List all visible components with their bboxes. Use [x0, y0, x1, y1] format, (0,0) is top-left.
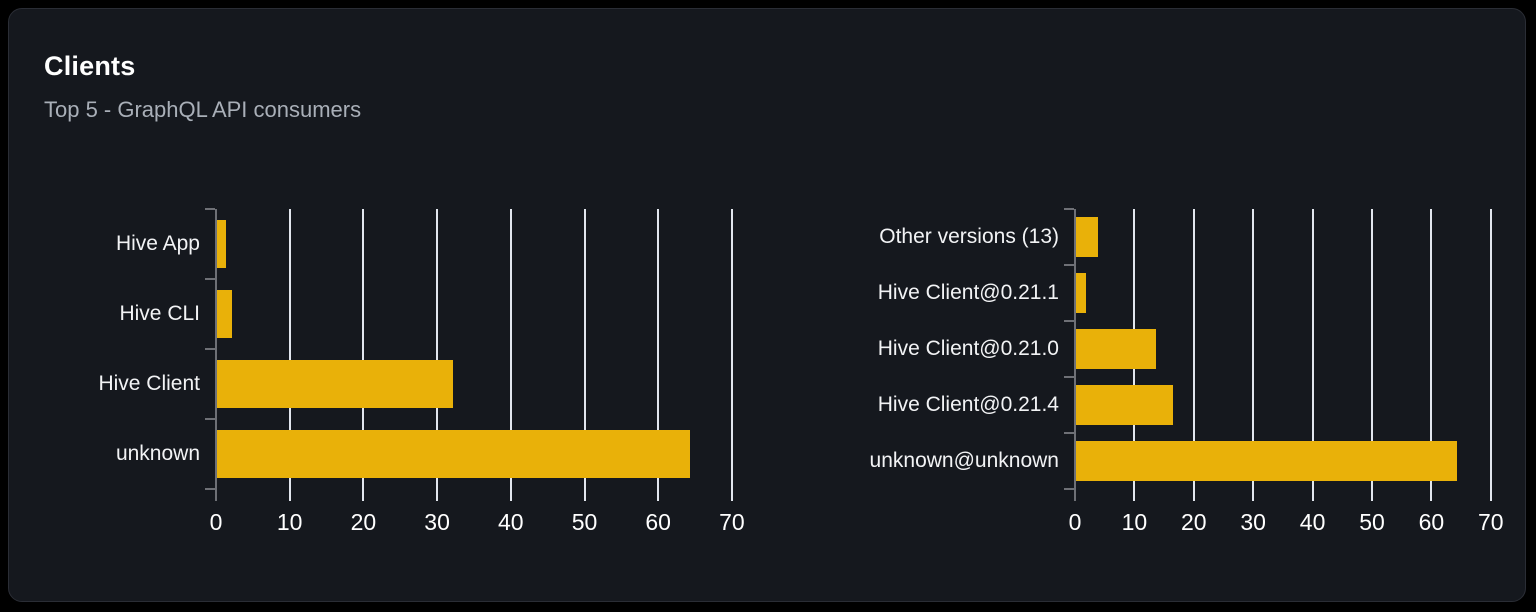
- y-axis-tick: [205, 278, 215, 280]
- x-tick-label: 0: [209, 509, 223, 535]
- bar[interactable]: [1075, 385, 1173, 425]
- x-tick-label: 50: [1359, 509, 1385, 535]
- bar[interactable]: [216, 220, 227, 268]
- bar[interactable]: [216, 430, 690, 478]
- clients-card: Clients Top 5 - GraphQL API consumers Hi…: [8, 8, 1526, 602]
- category-label: Hive Client@0.21.0: [877, 337, 1059, 360]
- bar[interactable]: [1075, 441, 1457, 481]
- bar[interactable]: [1075, 217, 1098, 257]
- y-axis-tick: [1064, 264, 1074, 266]
- card-subtitle: Top 5 - GraphQL API consumers: [44, 97, 362, 122]
- gridline: [1489, 209, 1492, 501]
- bar[interactable]: [1075, 273, 1086, 313]
- card-title: Clients: [44, 51, 136, 81]
- plot-area: 0 10 20 30 40 50 60 70: [205, 208, 761, 535]
- y-axis: [215, 209, 217, 501]
- y-axis-tick: [1064, 208, 1074, 210]
- bar[interactable]: [1075, 329, 1157, 369]
- x-tick-label: 50: [571, 509, 598, 535]
- x-tick-label: 40: [1299, 509, 1326, 535]
- x-tick-label: 70: [719, 509, 745, 535]
- category-label: Hive Client@0.21.1: [877, 281, 1059, 304]
- category-label: unknown: [115, 442, 200, 465]
- category-label: Hive App: [115, 232, 200, 255]
- x-tick-label: 40: [498, 509, 524, 535]
- y-axis-tick: [1064, 432, 1074, 434]
- y-axis-tick: [205, 418, 215, 420]
- category-label: Hive CLI: [119, 302, 200, 325]
- gridline: [657, 209, 660, 501]
- x-tick-label: 30: [1240, 509, 1266, 535]
- category-label: Hive Client@0.21.4: [877, 393, 1059, 416]
- x-tick-label: 10: [276, 509, 303, 535]
- gridline: [1371, 209, 1373, 501]
- gridline: [1252, 209, 1255, 501]
- gridline: [730, 209, 733, 501]
- y-axis-tick: [1064, 320, 1074, 322]
- x-tick-label: 10: [1121, 509, 1148, 535]
- gridline: [288, 209, 291, 501]
- x-tick-label: 70: [1478, 509, 1504, 535]
- gridline: [509, 209, 512, 501]
- x-tick-label: 20: [1181, 509, 1207, 535]
- gridline: [583, 209, 586, 501]
- gridline: [1430, 209, 1433, 501]
- category-labels: Hive App Hive CLI Hive Client unknown: [16, 209, 216, 489]
- bar[interactable]: [216, 360, 454, 408]
- x-tick-label: 20: [350, 509, 377, 535]
- x-tick-label: 30: [424, 509, 450, 535]
- charts-row: Hive App Hive CLI Hive Client unknown 0 10 20 3…: [9, 208, 1525, 569]
- gridline: [1192, 209, 1195, 501]
- y-axis-tick: [205, 488, 215, 490]
- x-tick-label: 0: [1068, 509, 1082, 535]
- y-axis: [1074, 209, 1076, 501]
- gridline: [1311, 209, 1314, 501]
- y-axis-tick: [205, 348, 215, 350]
- gridline: [362, 209, 365, 501]
- clients-by-version-chart: Other versions (13) Hive Client@0.21.1 Hiv…: [845, 208, 1515, 559]
- x-tick-label: 60: [1418, 509, 1445, 535]
- category-label: Hive Client: [98, 372, 200, 395]
- gridline: [436, 209, 439, 501]
- category-label: unknown@unknown: [869, 449, 1059, 472]
- y-axis-tick: [1064, 488, 1074, 490]
- x-tick-label: 60: [645, 509, 671, 535]
- category-label: Other versions (13): [879, 225, 1059, 248]
- y-axis-tick: [205, 208, 215, 210]
- clients-by-name-chart: Hive App Hive CLI Hive Client unknown 0 10 20 3…: [16, 208, 761, 559]
- bar[interactable]: [216, 290, 233, 338]
- plot-area: 0 10 20 30 40 50 60 70: [1064, 208, 1515, 535]
- y-axis-tick: [1064, 376, 1074, 378]
- category-labels: Other versions (13) Hive Client@0.21.1 Hiv…: [845, 209, 1075, 489]
